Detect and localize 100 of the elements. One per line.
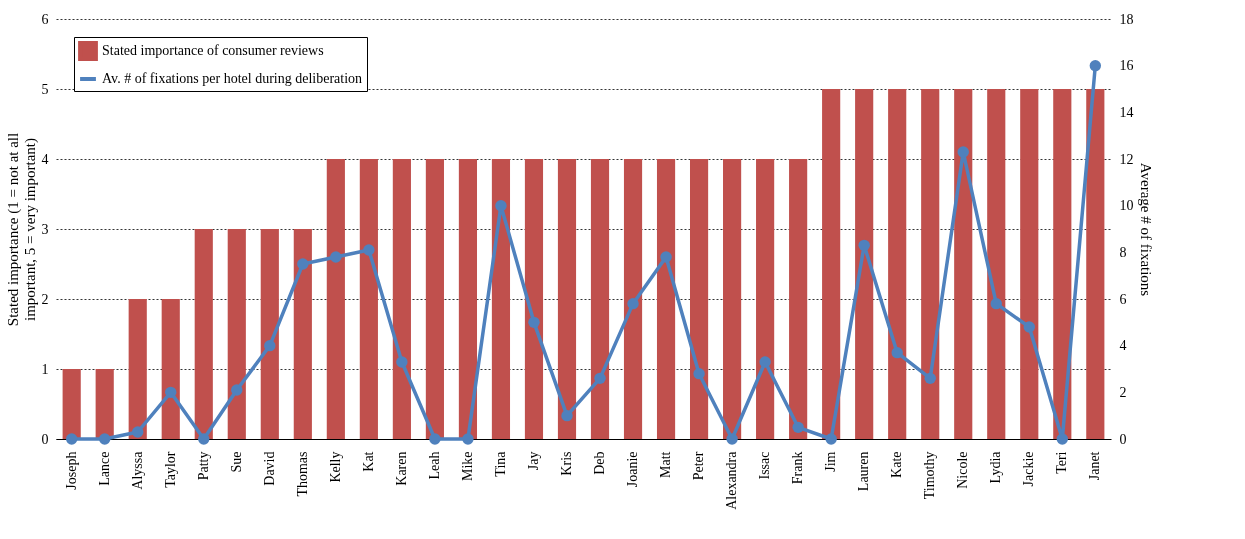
point: [1056, 433, 1068, 445]
x-tick-label: Jim: [823, 451, 839, 472]
bar: [227, 229, 246, 439]
y2-tick-label: 8: [1119, 244, 1127, 260]
point: [65, 433, 78, 445]
y2-tick-label: 2: [1119, 384, 1127, 400]
bar: [954, 89, 973, 439]
bar: [62, 369, 81, 439]
point: [957, 146, 969, 158]
point: [462, 433, 474, 445]
y-tick-label: 1: [41, 361, 49, 377]
x-tick-label: Timothy: [922, 451, 938, 500]
point: [231, 384, 243, 396]
x-tick-label: Tina: [492, 450, 508, 477]
bar: [326, 159, 345, 439]
point: [198, 433, 210, 445]
point: [165, 386, 177, 399]
y-tick-label: 6: [41, 11, 49, 27]
bar: [359, 159, 378, 439]
bar: [557, 159, 577, 439]
bar: [888, 89, 907, 439]
bar: [95, 369, 114, 439]
y-tick-label: 2: [41, 291, 49, 307]
bar: [293, 229, 312, 439]
bar: [161, 299, 180, 439]
y2-tick-label: 6: [1119, 291, 1127, 307]
x-tick-label: Lydia: [988, 450, 1004, 484]
point: [495, 199, 507, 212]
bar: [194, 229, 213, 439]
bar: [425, 159, 444, 439]
x-tick-label: Kelly: [327, 451, 343, 483]
x-tick-label: Thomas: [294, 451, 310, 497]
point: [1089, 59, 1102, 72]
bar: [1053, 89, 1072, 439]
x-tick-label: Teri: [1054, 451, 1070, 474]
y2-axis-title: Average # of fixations: [1137, 162, 1154, 297]
bar: [1086, 89, 1105, 439]
x-tick-label: Lauren: [856, 451, 872, 492]
x-tick-label: Mike: [459, 451, 475, 482]
x-tick-label: Nicole: [955, 451, 971, 489]
legend-label: Av. # of fixations per hotel during deliberation: [102, 71, 363, 86]
point: [396, 356, 408, 368]
y-tick-label: 3: [41, 221, 49, 237]
bar: [260, 229, 279, 439]
y2-tick-label: 10: [1119, 198, 1134, 214]
bar: [689, 159, 709, 439]
y2-tick-label: 14: [1119, 104, 1134, 120]
x-tick-label: David: [261, 451, 277, 486]
point: [891, 346, 903, 359]
y-tick-label: 5: [41, 81, 49, 97]
point: [429, 433, 441, 445]
point: [627, 297, 639, 310]
y2-tick-label: 12: [1119, 151, 1134, 167]
point: [132, 426, 144, 438]
point: [1023, 321, 1035, 333]
x-tick-label: Jackie: [1021, 451, 1037, 487]
x-tick-label: Jay: [525, 451, 541, 471]
point: [99, 433, 111, 445]
x-tick-label: Leah: [426, 451, 442, 480]
bar: [789, 159, 808, 439]
x-tick-label: Alexandra: [724, 450, 740, 510]
x-tick-label: Frank: [790, 451, 806, 485]
point: [726, 433, 738, 445]
x-tick-label: Peter: [691, 451, 707, 481]
bar: [392, 159, 411, 439]
point: [363, 244, 375, 256]
x-tick-label: Janet: [1087, 451, 1103, 481]
x-tick-label: Alyssa: [129, 450, 145, 490]
bar: [822, 89, 841, 439]
x-tick-label: Kris: [558, 451, 574, 476]
x-tick-label: Kat: [360, 451, 376, 472]
x-tick-label: Matt: [658, 451, 674, 478]
point: [924, 372, 936, 385]
point: [297, 258, 309, 270]
x-tick-label: Karen: [393, 451, 409, 486]
x-tick-label: Kate: [889, 451, 905, 478]
x-tick-label: Issac: [757, 451, 773, 480]
x-tick-label: Sue: [228, 451, 244, 473]
bar: [524, 159, 544, 439]
y2-tick-label: 0: [1119, 431, 1127, 447]
point: [561, 409, 573, 422]
point: [825, 433, 837, 445]
y-tick-label: 0: [41, 431, 49, 447]
y2-tick-label: 18: [1119, 11, 1134, 27]
x-tick-label: Joanie: [625, 451, 641, 488]
point: [693, 367, 705, 380]
bar: [623, 159, 643, 439]
y2-tick-label: 16: [1119, 58, 1134, 74]
legend-label: Stated importance of consumer reviews: [102, 43, 324, 58]
point: [858, 239, 870, 252]
point: [594, 372, 606, 385]
point: [264, 339, 276, 352]
bar: [921, 89, 940, 439]
x-tick-label: Patty: [195, 451, 211, 481]
bar: [987, 89, 1006, 439]
y-axis-title: Stated importance (1 = not at all important, 5 = very important): [4, 132, 39, 327]
bar: [723, 159, 742, 439]
point: [759, 356, 771, 368]
bar: [756, 159, 775, 439]
point: [990, 297, 1002, 310]
